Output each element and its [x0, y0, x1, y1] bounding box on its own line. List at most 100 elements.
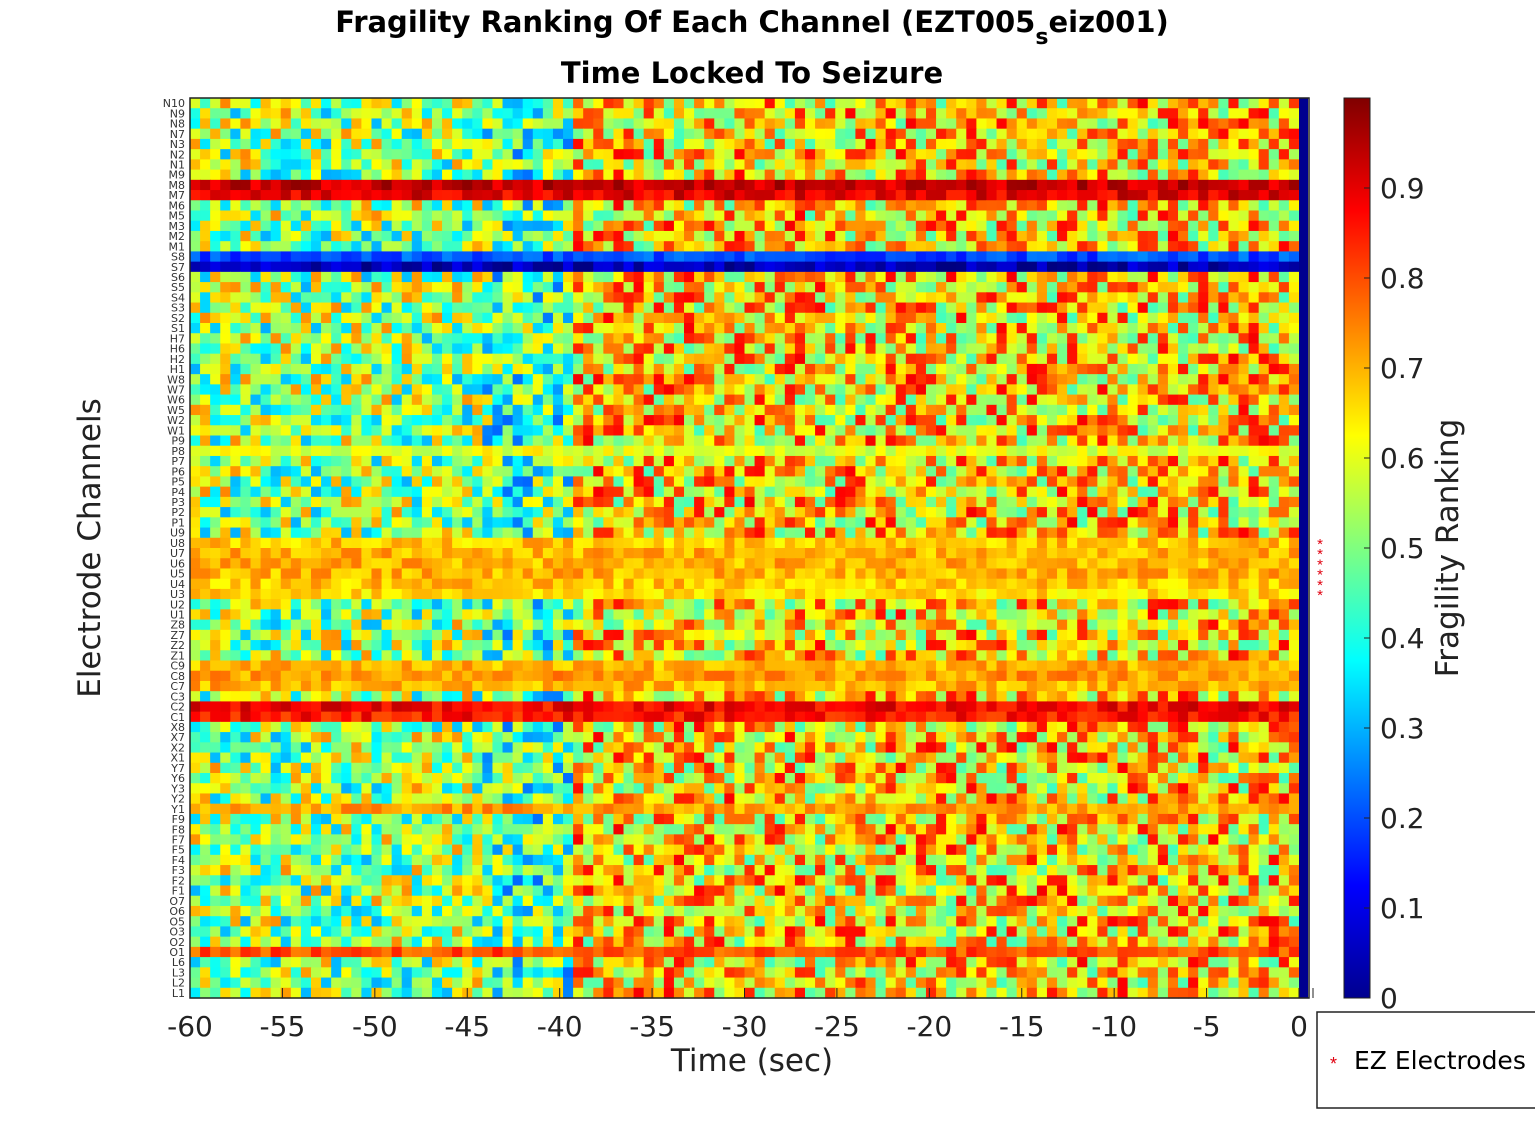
heatmap-cell — [482, 200, 494, 212]
heatmap-cell — [361, 466, 373, 478]
heatmap-cell — [341, 220, 352, 232]
heatmap-cell — [522, 312, 534, 324]
heatmap-cell — [230, 507, 242, 518]
heatmap-cell — [835, 241, 846, 253]
heatmap-cell — [280, 200, 292, 212]
heatmap-cell — [905, 445, 917, 457]
heatmap-cell — [1016, 241, 1028, 253]
heatmap-cell — [260, 98, 272, 109]
heatmap-cell — [1137, 466, 1149, 478]
heatmap-cell — [1127, 476, 1139, 488]
heatmap-cell — [1278, 537, 1290, 549]
heatmap-cell — [633, 527, 645, 539]
heatmap-cell — [673, 292, 685, 304]
heatmap-cell — [310, 384, 322, 396]
heatmap-cell — [290, 466, 302, 478]
heatmap-cell — [421, 363, 433, 375]
heatmap-cell — [421, 98, 433, 109]
heatmap-cell — [1016, 486, 1028, 498]
heatmap-cell — [835, 476, 846, 488]
heatmap-cell — [442, 496, 453, 508]
heatmap-cell — [1036, 404, 1048, 416]
heatmap-cell — [643, 149, 655, 160]
heatmap-cell — [936, 548, 947, 559]
heatmap-cell — [794, 302, 806, 314]
heatmap-cell — [563, 466, 574, 478]
heatmap-cell — [593, 302, 604, 314]
heatmap-cell — [502, 404, 514, 416]
heatmap-cell — [512, 445, 524, 457]
heatmap-cell — [552, 200, 564, 212]
heatmap-cell — [1258, 537, 1270, 549]
heatmap-cell — [613, 517, 625, 529]
heatmap-cell — [936, 271, 947, 283]
heatmap-cell — [1137, 476, 1149, 488]
heatmap-cell — [673, 200, 685, 212]
heatmap-cell — [1137, 149, 1149, 160]
heatmap-cell — [240, 537, 252, 549]
heatmap-cell — [542, 108, 554, 120]
heatmap-cell — [915, 220, 927, 232]
heatmap-cell — [341, 363, 352, 375]
heatmap-cell — [351, 261, 362, 273]
heatmap-cell — [1137, 271, 1149, 283]
heatmap-cell — [1046, 507, 1058, 518]
heatmap-cell — [603, 374, 615, 385]
heatmap-cell — [1077, 363, 1088, 375]
heatmap-cell — [704, 302, 715, 314]
heatmap-cell — [452, 384, 463, 396]
heatmap-cell — [895, 128, 907, 140]
heatmap-cell — [1097, 292, 1109, 304]
heatmap-cell — [1006, 98, 1018, 109]
heatmap-cell — [442, 220, 453, 232]
heatmap-cell — [452, 108, 463, 120]
heatmap-cell — [804, 323, 816, 334]
heatmap-cell — [472, 312, 483, 324]
heatmap-cell — [300, 384, 312, 396]
heatmap-cell — [1157, 486, 1169, 498]
heatmap-cell — [1067, 353, 1078, 365]
heatmap-cell — [794, 476, 806, 488]
heatmap-cell — [1067, 404, 1078, 416]
heatmap-cell — [421, 312, 433, 324]
heatmap-cell — [1188, 435, 1199, 447]
heatmap-cell — [462, 466, 473, 478]
heatmap-cell — [421, 138, 433, 150]
heatmap-cell — [1097, 394, 1109, 406]
heatmap-cell — [1258, 496, 1270, 508]
heatmap-cell — [532, 159, 544, 171]
heatmap-cell — [190, 169, 201, 181]
heatmap-cell — [250, 220, 262, 232]
heatmap-cell — [1208, 149, 1219, 160]
heatmap-cell — [724, 159, 736, 171]
heatmap-cell — [1288, 343, 1300, 355]
heatmap-cell — [1288, 169, 1300, 181]
heatmap-cell — [200, 220, 211, 232]
heatmap-cell — [915, 394, 927, 406]
heatmap-cell — [361, 138, 373, 150]
heatmap-cell — [845, 537, 856, 549]
heatmap-cell — [361, 302, 373, 314]
heatmap-cell — [1067, 138, 1078, 150]
heatmap-cell — [1057, 537, 1068, 549]
heatmap-cell — [1228, 374, 1240, 385]
heatmap-cell — [613, 149, 625, 160]
heatmap-cell — [724, 220, 736, 232]
heatmap-cell — [230, 220, 242, 232]
heatmap-cell — [583, 363, 594, 375]
heatmap-cell — [986, 374, 998, 385]
heatmap-cell — [421, 169, 433, 181]
heatmap-cell — [784, 261, 796, 273]
heatmap-cell — [462, 374, 473, 385]
heatmap-cell — [573, 374, 584, 385]
heatmap-cell — [996, 169, 1008, 181]
heatmap-cell — [966, 425, 977, 437]
heatmap-cell — [986, 548, 998, 559]
heatmap-cell — [1036, 435, 1048, 447]
heatmap-cell — [321, 333, 332, 345]
heatmap-cell — [1127, 425, 1139, 437]
heatmap-cell — [966, 343, 977, 355]
heatmap-cell — [613, 271, 625, 283]
heatmap-cell — [1288, 374, 1300, 385]
heatmap-cell — [1067, 537, 1078, 549]
